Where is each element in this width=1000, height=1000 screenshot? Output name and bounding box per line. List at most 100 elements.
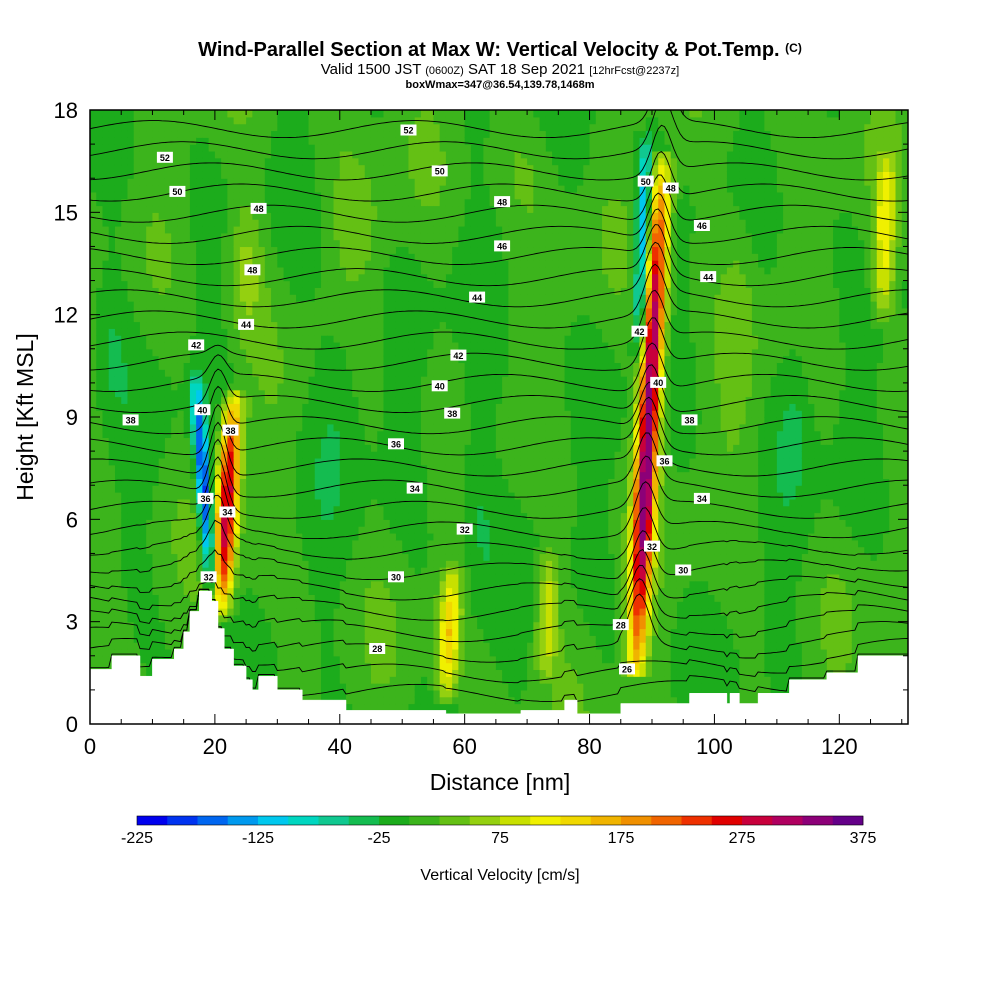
velocity-cell bbox=[183, 253, 191, 261]
velocity-cell bbox=[414, 669, 422, 677]
velocity-cell bbox=[114, 546, 122, 555]
velocity-cell bbox=[252, 157, 260, 166]
velocity-cell bbox=[377, 225, 385, 234]
velocity-cell bbox=[214, 389, 222, 398]
velocity-cell bbox=[127, 628, 135, 636]
velocity-cell bbox=[408, 205, 416, 213]
velocity-cell bbox=[208, 294, 216, 302]
velocity-cell bbox=[252, 594, 260, 602]
velocity-cell bbox=[370, 628, 378, 636]
velocity-cell bbox=[321, 655, 328, 664]
velocity-cell bbox=[252, 307, 260, 316]
velocity-cell bbox=[414, 519, 422, 527]
velocity-cell bbox=[321, 219, 328, 227]
velocity-cell bbox=[146, 294, 154, 302]
velocity-cell bbox=[158, 171, 166, 179]
velocity-cell bbox=[196, 212, 203, 220]
velocity-cell bbox=[414, 301, 422, 309]
velocity-cell bbox=[102, 430, 110, 439]
velocity-cell bbox=[321, 348, 328, 357]
velocity-cell bbox=[158, 205, 166, 213]
velocity-cell bbox=[433, 628, 441, 636]
velocity-cell bbox=[402, 328, 410, 336]
velocity-cell bbox=[427, 287, 435, 295]
velocity-cell bbox=[296, 116, 303, 125]
velocity-cell bbox=[402, 287, 410, 295]
velocity-cell bbox=[414, 451, 422, 459]
velocity-cell bbox=[333, 532, 341, 541]
velocity-cell bbox=[277, 110, 285, 118]
velocity-cell bbox=[395, 219, 403, 227]
velocity-cell bbox=[96, 266, 104, 275]
velocity-cell bbox=[339, 321, 347, 329]
velocity-cell bbox=[427, 635, 435, 643]
velocity-cell bbox=[333, 130, 341, 138]
velocity-cell bbox=[352, 567, 360, 575]
velocity-cell bbox=[339, 594, 347, 602]
velocity-cell bbox=[121, 205, 129, 213]
velocity-cell bbox=[208, 178, 216, 186]
velocity-cell bbox=[289, 430, 297, 439]
velocity-cell bbox=[389, 451, 397, 459]
velocity-cell bbox=[339, 355, 347, 364]
velocity-cell bbox=[102, 539, 110, 548]
velocity-cell bbox=[171, 437, 179, 445]
velocity-cell bbox=[271, 178, 278, 186]
velocity-cell bbox=[370, 655, 378, 664]
velocity-cell bbox=[383, 137, 391, 145]
velocity-cell bbox=[189, 403, 197, 411]
velocity-cell bbox=[377, 492, 385, 500]
velocity-cell bbox=[246, 608, 253, 616]
velocity-cell bbox=[114, 246, 122, 254]
velocity-cell bbox=[152, 376, 160, 384]
velocity-cell bbox=[183, 260, 191, 268]
velocity-cell bbox=[146, 594, 154, 602]
velocity-cell bbox=[427, 696, 435, 705]
velocity-cell bbox=[314, 198, 322, 207]
velocity-cell bbox=[364, 696, 372, 705]
velocity-cell bbox=[233, 587, 241, 595]
velocity-cell bbox=[171, 150, 179, 159]
velocity-cell bbox=[346, 157, 353, 166]
velocity-cell bbox=[427, 294, 435, 302]
velocity-cell bbox=[302, 144, 310, 152]
velocity-cell bbox=[139, 376, 147, 384]
velocity-cell bbox=[171, 260, 179, 268]
velocity-cell bbox=[370, 580, 378, 589]
velocity-cell bbox=[152, 137, 160, 145]
velocity-cell bbox=[127, 471, 135, 479]
velocity-cell bbox=[314, 150, 322, 159]
velocity-cell bbox=[139, 301, 147, 309]
velocity-cell bbox=[239, 389, 247, 398]
velocity-cell bbox=[402, 683, 410, 691]
velocity-cell bbox=[283, 314, 291, 323]
velocity-cell bbox=[370, 451, 378, 459]
velocity-cell bbox=[152, 567, 160, 575]
velocity-cell bbox=[264, 137, 272, 145]
velocity-cell bbox=[214, 505, 222, 514]
velocity-cell bbox=[208, 471, 216, 479]
velocity-cell bbox=[90, 219, 97, 227]
velocity-cell bbox=[127, 123, 135, 132]
velocity-cell bbox=[383, 260, 391, 268]
velocity-cell bbox=[408, 348, 416, 357]
velocity-cell bbox=[139, 253, 147, 261]
velocity-cell bbox=[158, 498, 166, 507]
velocity-cell bbox=[377, 294, 385, 302]
velocity-cell bbox=[277, 539, 285, 548]
velocity-cell bbox=[189, 191, 197, 200]
velocity-cell bbox=[258, 382, 266, 391]
velocity-cell bbox=[252, 648, 260, 657]
velocity-cell bbox=[333, 123, 341, 132]
velocity-cell bbox=[133, 328, 141, 336]
velocity-cell bbox=[283, 130, 291, 138]
velocity-cell bbox=[264, 382, 272, 391]
velocity-cell bbox=[152, 205, 160, 213]
velocity-cell bbox=[252, 382, 260, 391]
velocity-cell bbox=[146, 485, 154, 493]
velocity-cell bbox=[395, 587, 403, 595]
velocity-cell bbox=[164, 451, 172, 459]
velocity-cell bbox=[302, 246, 310, 254]
velocity-cell bbox=[139, 110, 147, 118]
velocity-cell bbox=[208, 225, 216, 234]
